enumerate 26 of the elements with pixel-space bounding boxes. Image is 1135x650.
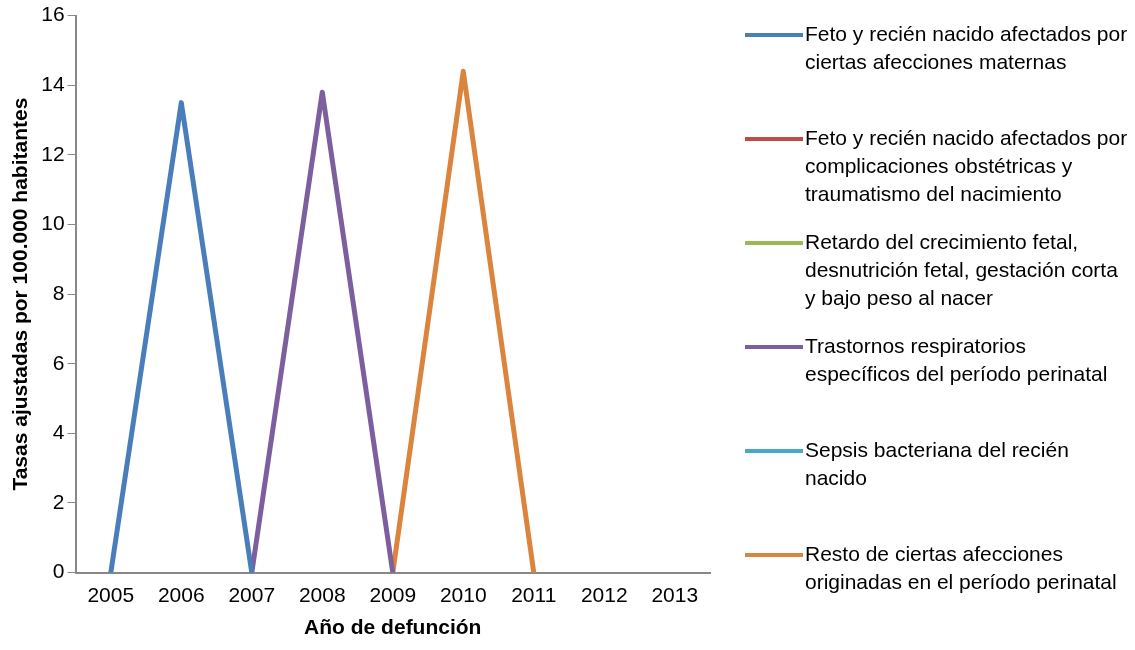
x-tick-label: 2005: [87, 583, 135, 606]
y-tick-label: 6: [52, 350, 65, 374]
y-tick-label: 16: [41, 2, 65, 26]
legend-label: Feto y recién nacido afectados por ciertas afecciones maternas: [805, 21, 1129, 75]
y-tick-label: 4: [52, 420, 65, 444]
x-tick-label: 2010: [439, 583, 487, 606]
x-axis-title: Año de defunción: [304, 615, 482, 639]
x-tick-label: 2012: [580, 583, 628, 606]
y-tick-label: 14: [41, 72, 65, 96]
y-tick-label: 12: [41, 141, 65, 165]
y-axis-title: Tasas ajustadas por 100.000 habitantes: [8, 97, 32, 491]
x-tick-label: 2013: [651, 583, 699, 606]
x-tick-label: 2009: [369, 583, 417, 606]
legend-label: Resto de ciertas afecciones originadas en el período perinatal: [805, 541, 1118, 595]
x-tick-label: 2008: [298, 583, 346, 606]
legend-label: Retardo del crecimiento fetal, desnutrición fetal, gestación corta y bajo peso al nacer: [805, 229, 1119, 311]
y-tick-label: 10: [41, 211, 65, 235]
x-tick-label: 2006: [157, 583, 205, 606]
x-tick-label: 2011: [511, 583, 557, 606]
y-tick-label: 8: [52, 280, 65, 304]
legend-label: Trastornos respiratorios específicos del período perinatal: [805, 333, 1109, 387]
y-tick-label: 0: [52, 559, 65, 583]
legend-label: Sepsis bacteriana del recién nacido: [805, 437, 1070, 491]
y-tick-label: 2: [52, 489, 65, 513]
x-tick-label: 2007: [228, 583, 276, 606]
legend-label: Feto y recién nacido afectados por complicaciones obstétricas y traumatismo del nacimiento: [805, 125, 1129, 207]
